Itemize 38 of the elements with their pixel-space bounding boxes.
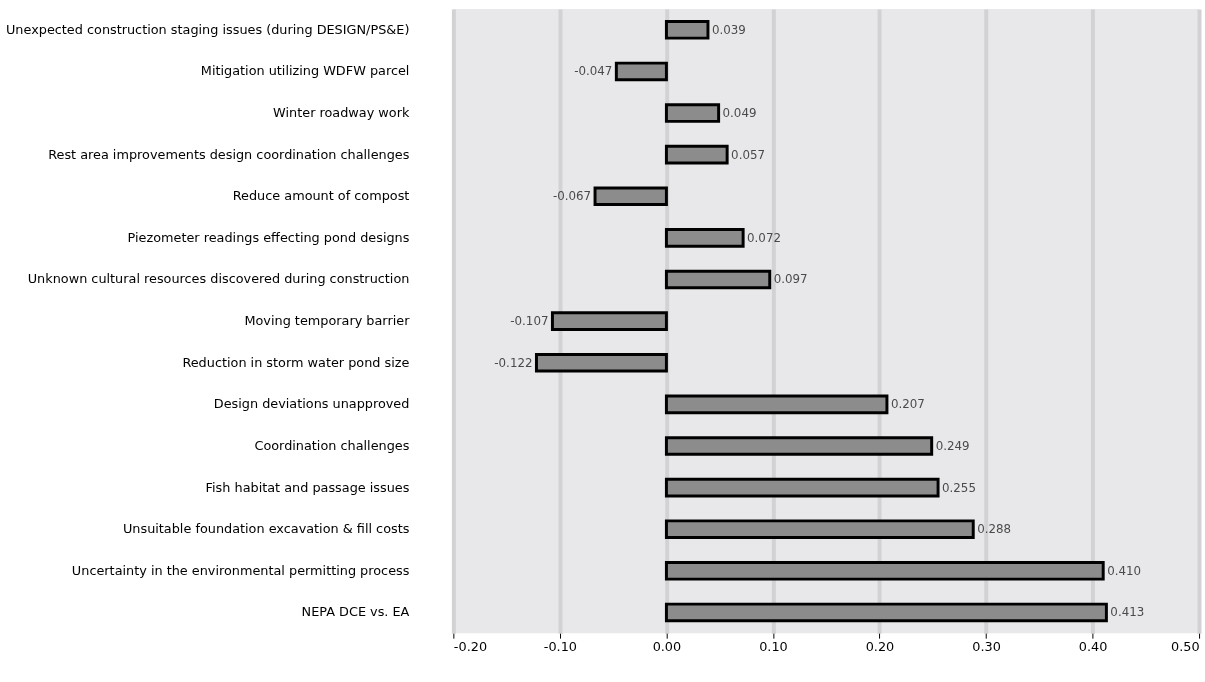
data-label: 0.057: [731, 147, 765, 162]
y-tick-label: Reduce amount of compost: [232, 188, 410, 204]
x-tick-label: -0.20: [453, 638, 488, 654]
y-tick-label: Piezometer readings effecting pond designs: [127, 229, 410, 245]
y-tick-label: Unexpected construction staging issues (during DESIGN/PS&E): [5, 21, 410, 37]
data-label: -0.047: [574, 64, 613, 79]
x-tick-label: 0.20: [865, 638, 895, 654]
data-label: -0.067: [552, 189, 592, 204]
y-tick-label: Fish habitat and passage issues: [205, 479, 410, 495]
x-tick-label: -0.10: [543, 638, 577, 654]
y-tick-label: Winter roadway work: [273, 105, 410, 120]
data-label: 0.207: [890, 397, 925, 412]
data-label: -0.122: [494, 355, 533, 370]
data-label: 0.255: [942, 480, 976, 495]
y-tick-label: Moving temporary barrier: [244, 313, 411, 329]
y-tick-label: Mitigation utilizing WDFW parcel: [200, 63, 410, 79]
data-label: 0.049: [722, 106, 757, 120]
data-label: 0.413: [1110, 605, 1145, 620]
data-label: 0.288: [977, 522, 1012, 537]
data-label: 0.072: [747, 230, 781, 245]
x-tick-label: 0.10: [759, 638, 788, 654]
data-label: 0.039: [711, 22, 746, 37]
x-tick-label: 0.00: [652, 638, 682, 654]
y-tick-label: Rest area improvements design coordination challenges: [48, 146, 410, 162]
y-tick-label: Coordination challenges: [254, 437, 410, 453]
y-tick-label: Uncertainty in the environmental permitting process: [71, 562, 410, 578]
y-tick-label: Reduction in storm water pond size: [182, 354, 410, 370]
data-label: 0.249: [935, 438, 970, 453]
x-tick-label: 0.50: [1170, 638, 1200, 654]
data-label: 0.410: [1107, 563, 1142, 578]
y-tick-label: NEPA DCE vs. EA: [301, 604, 410, 620]
data-label: -0.107: [510, 314, 549, 329]
x-tick-label: 0.30: [972, 638, 1001, 654]
y-tick-label: Design deviations unapproved: [213, 396, 410, 412]
x-tick-label: 0.40: [1078, 638, 1108, 654]
y-tick-label: Unsuitable foundation excavation & fill costs: [122, 521, 410, 537]
data-label: 0.097: [773, 272, 808, 287]
y-tick-label: Unknown cultural resources discovered during construction: [27, 271, 410, 287]
